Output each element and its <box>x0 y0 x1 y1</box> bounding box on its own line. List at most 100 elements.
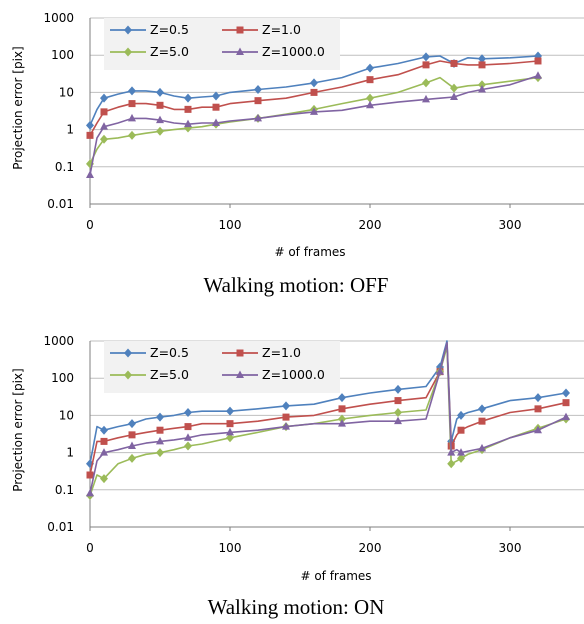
data-point-marker <box>86 120 94 130</box>
data-point-marker <box>338 393 346 403</box>
legend-label: Z=0.5 <box>150 345 189 360</box>
data-point-marker <box>226 406 234 416</box>
data-point-marker <box>100 425 108 435</box>
chart-panel-walking-on: Projection error [pix] # of frames Walki… <box>11 334 584 619</box>
data-point-marker <box>534 405 542 413</box>
y-tick-label: 0.01 <box>47 197 74 211</box>
data-point-marker <box>156 436 164 445</box>
data-point-marker <box>562 399 570 407</box>
legend-item: Z=1000.0 <box>222 44 325 59</box>
data-point-marker <box>128 431 136 439</box>
legend-label: Z=5.0 <box>150 367 189 382</box>
data-point-marker <box>310 107 318 115</box>
data-point-marker <box>254 84 262 94</box>
data-point-marker <box>156 412 164 422</box>
data-point-marker <box>128 453 136 463</box>
data-point-marker <box>478 61 486 69</box>
legend-box <box>104 341 340 393</box>
data-point-marker <box>450 59 458 67</box>
data-point-marker <box>184 105 192 113</box>
series-line-Z=5.0 <box>89 345 567 496</box>
legend-label: Z=1000.0 <box>262 44 325 59</box>
data-point-marker <box>86 488 94 497</box>
data-point-marker <box>447 459 456 469</box>
legend-item: Z=5.0 <box>110 367 189 382</box>
data-point-marker <box>156 126 164 136</box>
data-point-marker <box>156 448 164 458</box>
data-point-marker <box>338 405 346 413</box>
series-line-Z=0.5 <box>89 340 567 464</box>
data-point-marker <box>478 404 486 414</box>
data-point-marker <box>86 471 94 479</box>
data-point-marker <box>394 416 402 425</box>
data-point-marker <box>310 88 318 96</box>
x-tick-label: 0 <box>86 218 94 232</box>
data-point-marker <box>184 423 192 431</box>
legend-item: Z=0.5 <box>110 345 189 360</box>
series-line-Z=1000.0 <box>89 341 567 494</box>
data-point-marker <box>100 108 108 116</box>
data-point-marker <box>478 417 486 425</box>
data-point-marker <box>366 100 374 109</box>
data-point-marker <box>226 420 234 428</box>
data-point-marker <box>156 426 164 434</box>
data-point-marker <box>366 63 374 73</box>
y-tick-label: 100 <box>51 371 74 385</box>
data-point-marker <box>478 443 486 452</box>
x-axis-label: # of frames <box>274 245 345 259</box>
data-point-marker <box>226 433 234 443</box>
data-point-marker <box>478 80 486 90</box>
data-point-marker <box>422 94 430 103</box>
data-point-marker <box>457 410 465 420</box>
data-point-marker <box>212 103 220 111</box>
data-point-marker <box>236 349 244 357</box>
series-line-Z=1.0 <box>89 60 539 136</box>
data-point-marker <box>450 92 458 101</box>
data-point-marker <box>422 61 430 69</box>
legend-label: Z=1000.0 <box>262 367 325 382</box>
data-point-marker <box>156 101 164 109</box>
data-point-marker <box>128 130 136 140</box>
x-tick-label: 300 <box>499 218 522 232</box>
data-point-marker <box>562 412 570 421</box>
data-point-marker <box>184 119 192 128</box>
data-point-marker <box>534 57 542 65</box>
legend-item: Z=5.0 <box>110 44 189 59</box>
data-point-marker <box>394 397 402 405</box>
data-point-marker <box>128 100 136 108</box>
data-point-marker <box>366 93 374 103</box>
data-point-marker <box>394 407 402 417</box>
x-tick-label: 100 <box>219 218 242 232</box>
data-point-marker <box>534 425 542 434</box>
data-point-marker <box>394 384 402 394</box>
legend-label: Z=1.0 <box>262 22 301 37</box>
legend-label: Z=5.0 <box>150 44 189 59</box>
data-point-marker <box>124 25 132 35</box>
data-point-marker <box>478 84 486 93</box>
y-tick-label: 1000 <box>43 11 74 25</box>
legend-item: Z=0.5 <box>110 22 189 37</box>
data-point-marker <box>447 448 456 456</box>
data-point-marker <box>100 437 108 445</box>
data-point-marker <box>128 441 136 450</box>
y-tick-label: 100 <box>51 48 74 62</box>
data-point-marker <box>562 388 570 398</box>
y-tick-label: 1000 <box>43 334 74 348</box>
chart-caption: Walking motion: ON <box>208 595 385 619</box>
legend-box <box>104 18 340 70</box>
data-point-marker <box>282 413 290 421</box>
data-point-marker <box>254 113 262 122</box>
data-point-marker <box>457 426 465 434</box>
data-point-marker <box>534 71 542 79</box>
data-point-marker <box>100 93 108 103</box>
data-point-marker <box>422 52 430 62</box>
legend-item: Z=1.0 <box>222 22 301 37</box>
series-markers-Z=1000.0 <box>86 367 570 497</box>
legend-label: Z=0.5 <box>150 22 189 37</box>
y-tick-label: 0.1 <box>55 160 74 174</box>
data-point-marker <box>282 401 290 411</box>
data-point-marker <box>338 414 346 424</box>
y-tick-label: 0.01 <box>47 520 74 534</box>
chart-caption: Walking motion: OFF <box>204 273 389 297</box>
